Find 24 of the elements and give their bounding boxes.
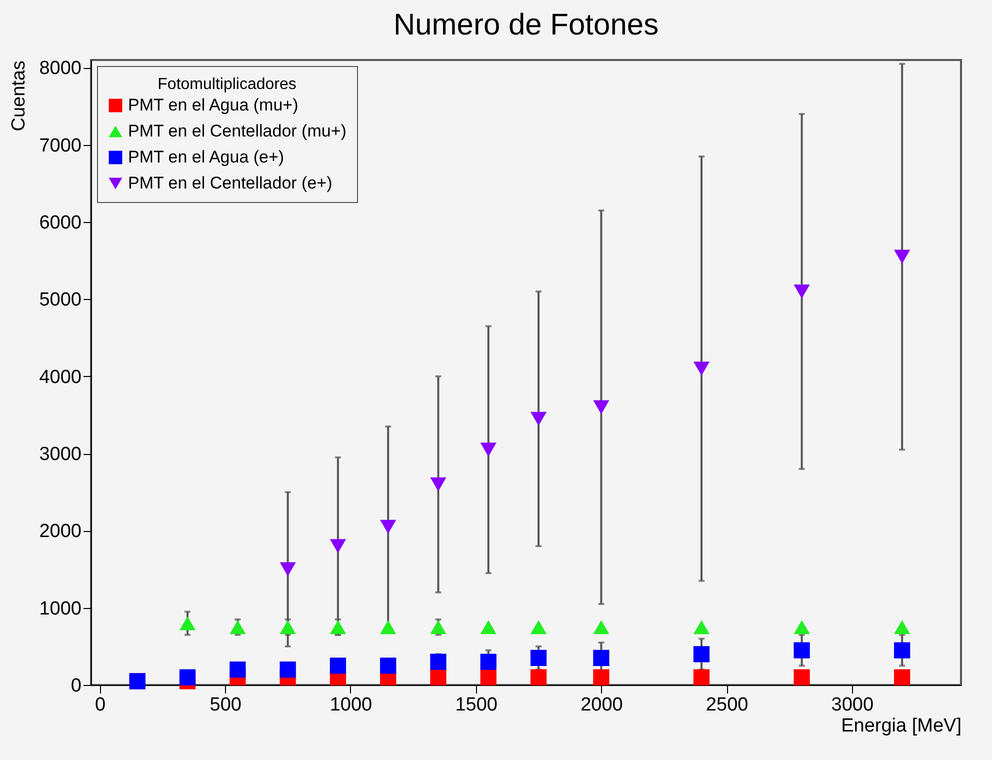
x-tick-label: 2500 <box>706 694 748 716</box>
legend-title: Fotomultiplicadores <box>158 76 296 93</box>
legend-label: PMT en el Agua (e+) <box>128 148 284 166</box>
x-tick-label: 3000 <box>831 694 874 716</box>
y-tick-label: 3000 <box>39 444 82 466</box>
legend-label: PMT en el Centellador (mu+) <box>128 122 346 140</box>
x-tick-label: 500 <box>210 694 242 716</box>
y-tick-label: 7000 <box>39 135 82 156</box>
x-tick-label: 2000 <box>580 694 623 716</box>
y-tick-label: 5000 <box>39 290 82 311</box>
y-axis-title: Cuentas <box>8 60 30 132</box>
legend-label: PMT en el Centellador (e+) <box>128 174 332 192</box>
x-tick-label: 0 <box>94 694 106 716</box>
y-tick-label: 0 <box>70 676 82 696</box>
x-axis-title: Energia [MeV] <box>841 716 962 736</box>
y-tick-label: 4000 <box>39 366 82 388</box>
y-tick-label: 2000 <box>39 521 82 542</box>
y-tick-label: 1000 <box>39 598 82 620</box>
legend-label: PMT en el Agua (mu+) <box>128 96 298 114</box>
x-tick-label: 1500 <box>455 694 498 716</box>
y-tick-label: 8000 <box>39 58 82 80</box>
x-tick-label: 1000 <box>330 694 372 716</box>
y-tick-label: 6000 <box>39 212 82 234</box>
chart-title: Numero de Fotones <box>393 8 659 42</box>
